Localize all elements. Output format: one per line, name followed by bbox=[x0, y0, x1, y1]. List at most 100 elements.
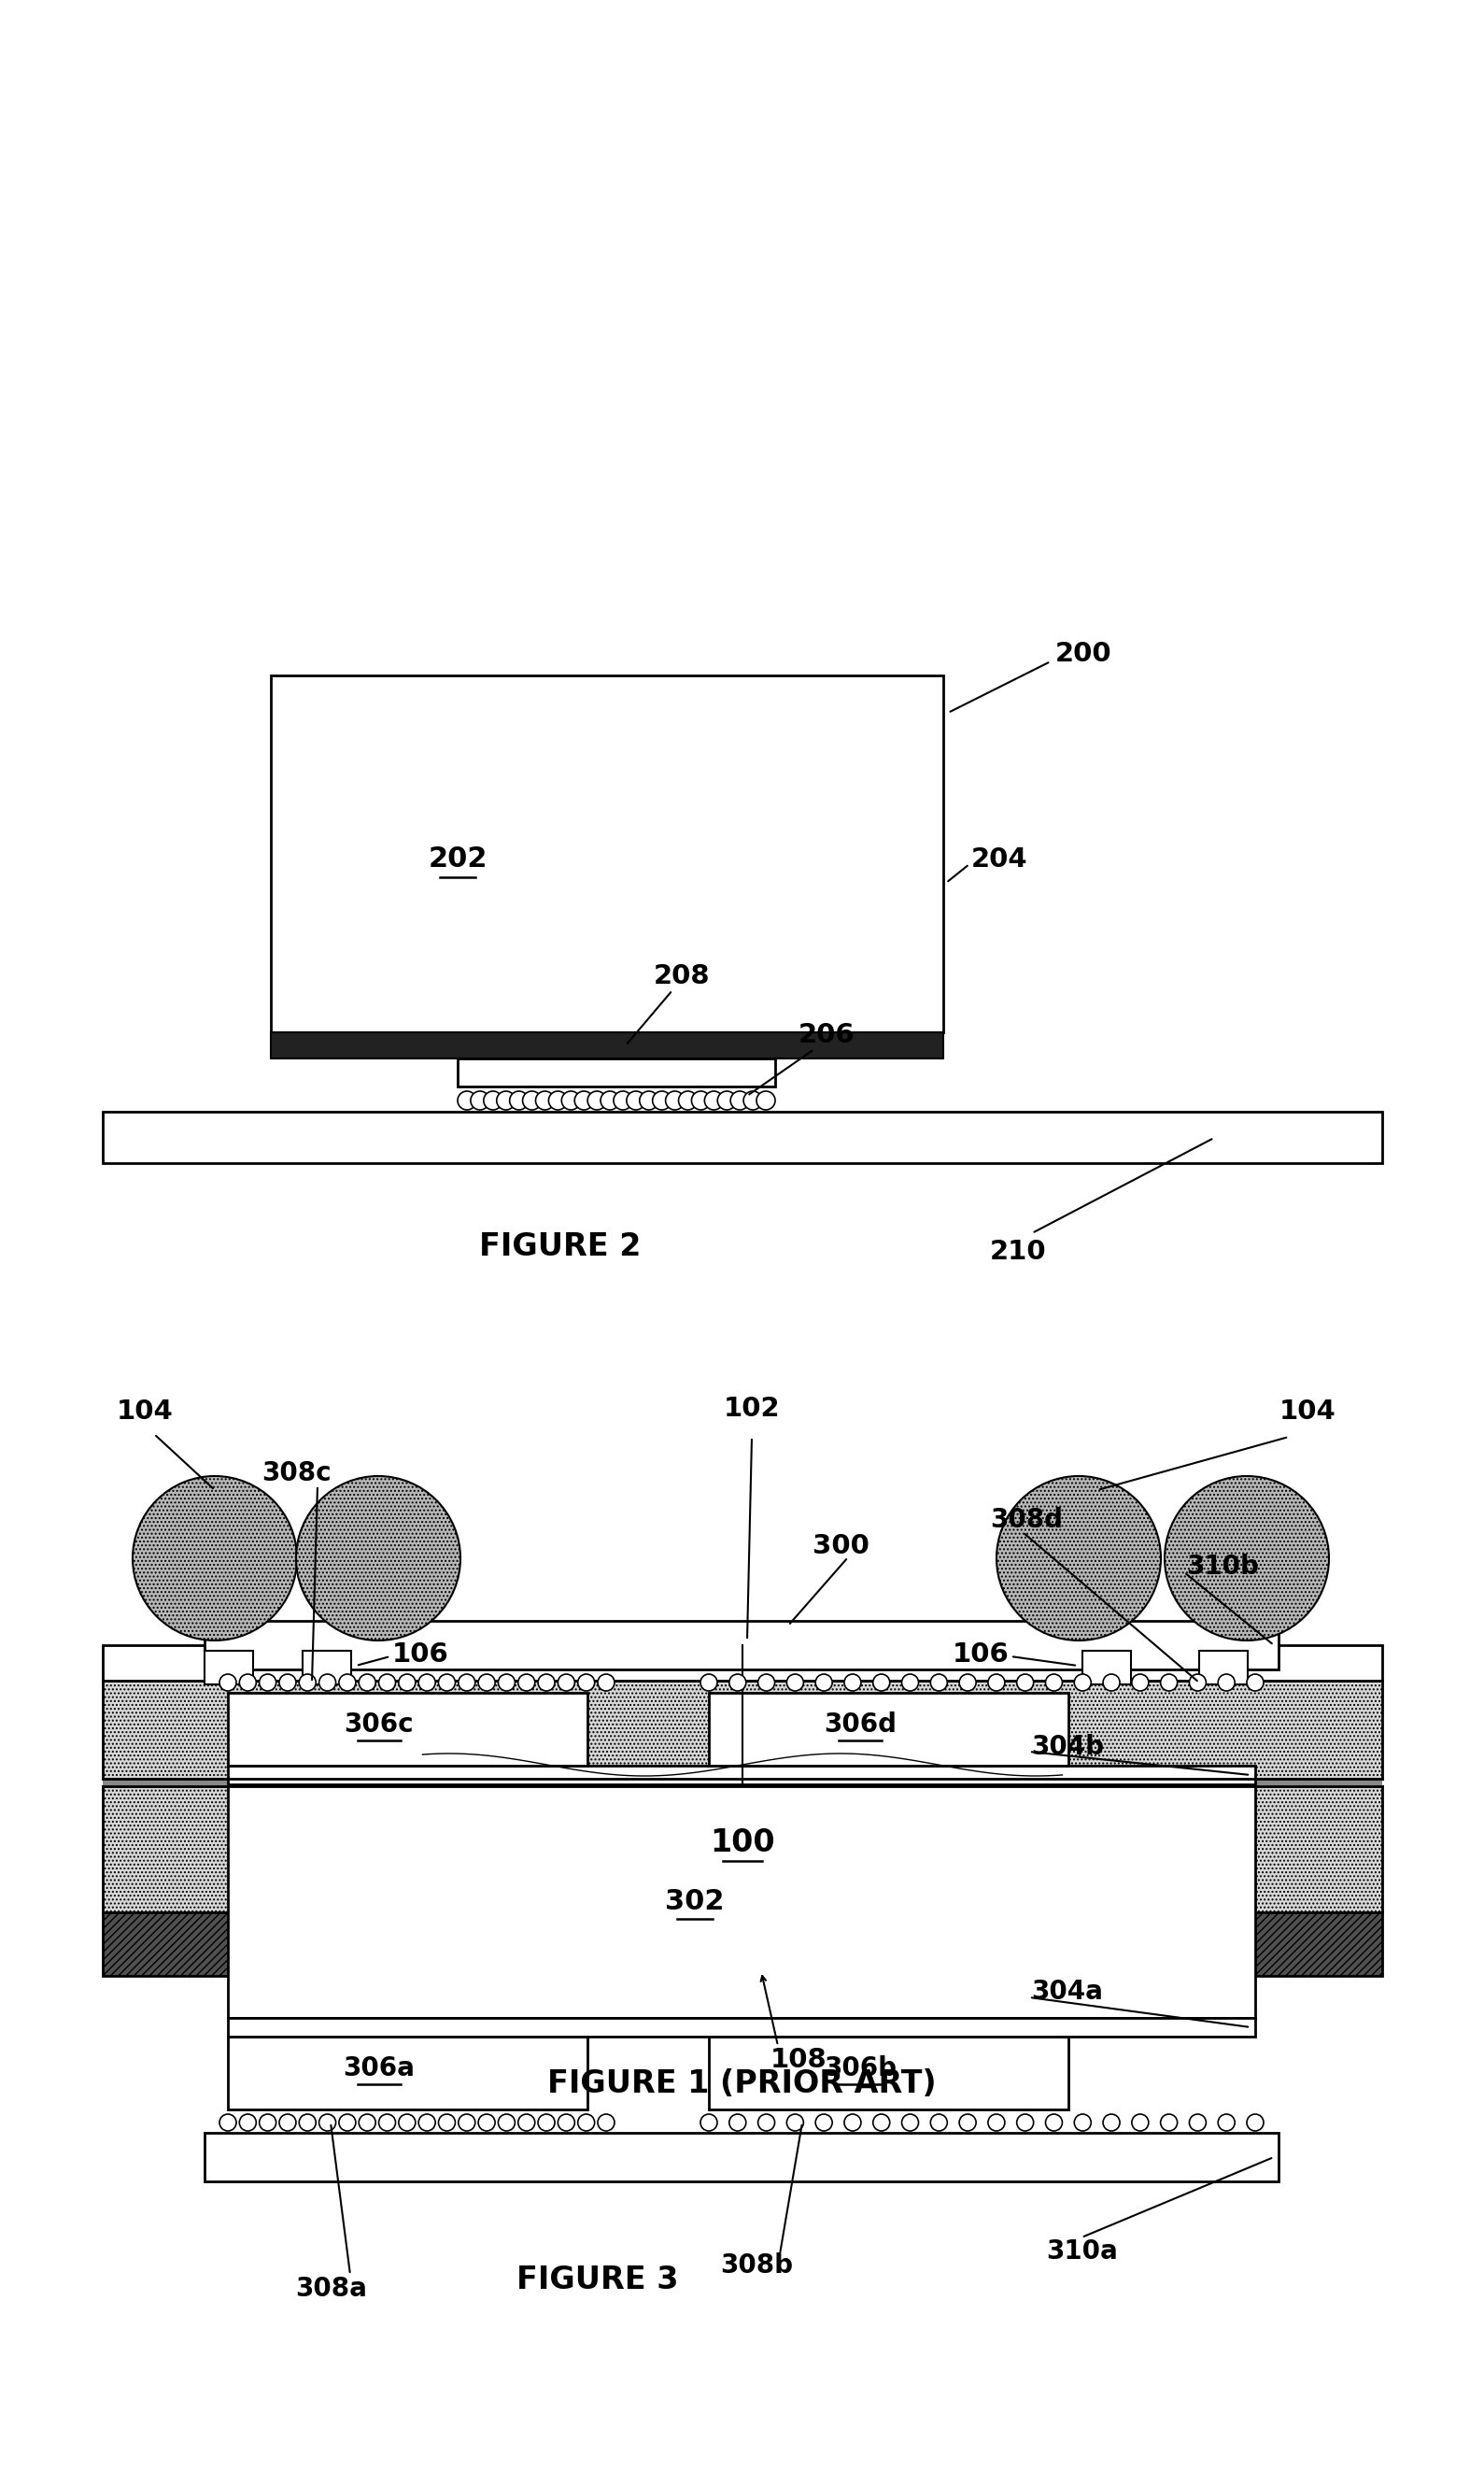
Circle shape bbox=[220, 2115, 236, 2130]
Circle shape bbox=[518, 2115, 534, 2130]
Circle shape bbox=[300, 2115, 316, 2130]
Circle shape bbox=[626, 1092, 646, 1109]
Circle shape bbox=[418, 2115, 435, 2130]
Text: FIGURE 3: FIGURE 3 bbox=[516, 2263, 678, 2296]
Circle shape bbox=[844, 1675, 861, 1690]
Circle shape bbox=[873, 2115, 890, 2130]
Circle shape bbox=[700, 2115, 717, 2130]
Text: 202: 202 bbox=[427, 845, 487, 872]
Circle shape bbox=[1074, 2115, 1091, 2130]
Text: 306b: 306b bbox=[824, 2056, 896, 2081]
Circle shape bbox=[653, 1092, 671, 1109]
Circle shape bbox=[1132, 2115, 1149, 2130]
Circle shape bbox=[518, 1675, 534, 1690]
Circle shape bbox=[338, 1675, 356, 1690]
Circle shape bbox=[598, 1675, 614, 1690]
Text: 208: 208 bbox=[654, 964, 711, 988]
Circle shape bbox=[522, 1092, 542, 1109]
Circle shape bbox=[220, 1675, 236, 1690]
Circle shape bbox=[729, 2115, 746, 2130]
Bar bbox=[229, 1693, 588, 1767]
Circle shape bbox=[497, 1092, 515, 1109]
Text: 306c: 306c bbox=[344, 1712, 414, 1737]
Circle shape bbox=[574, 1092, 594, 1109]
Circle shape bbox=[577, 1675, 595, 1690]
Circle shape bbox=[1218, 1675, 1235, 1690]
Text: 204: 204 bbox=[971, 848, 1028, 872]
Circle shape bbox=[457, 1092, 476, 1109]
Circle shape bbox=[399, 2115, 416, 2130]
Circle shape bbox=[758, 2115, 775, 2130]
Circle shape bbox=[902, 2115, 919, 2130]
Text: FIGURE 1 (PRIOR ART): FIGURE 1 (PRIOR ART) bbox=[548, 2068, 936, 2098]
Circle shape bbox=[1160, 1675, 1177, 1690]
Circle shape bbox=[1046, 1675, 1063, 1690]
Circle shape bbox=[459, 2115, 475, 2130]
Circle shape bbox=[1247, 1675, 1263, 1690]
Circle shape bbox=[640, 1092, 659, 1109]
Circle shape bbox=[378, 1675, 396, 1690]
Circle shape bbox=[1160, 2115, 1177, 2130]
Text: 300: 300 bbox=[813, 1532, 870, 1559]
Bar bbox=[1082, 1651, 1131, 1685]
Circle shape bbox=[665, 1092, 684, 1109]
Bar bbox=[229, 1767, 1255, 1784]
Circle shape bbox=[549, 1092, 567, 1109]
Text: 308a: 308a bbox=[295, 2276, 368, 2303]
Bar bbox=[272, 675, 944, 1033]
Circle shape bbox=[418, 1675, 435, 1690]
Text: 310a: 310a bbox=[1046, 2239, 1117, 2263]
Text: 304a: 304a bbox=[1031, 1979, 1103, 2004]
Circle shape bbox=[1017, 1675, 1033, 1690]
Bar bbox=[205, 1651, 254, 1685]
Circle shape bbox=[1132, 1675, 1149, 1690]
Circle shape bbox=[613, 1092, 632, 1109]
Circle shape bbox=[988, 2115, 1005, 2130]
Circle shape bbox=[700, 1675, 717, 1690]
Circle shape bbox=[601, 1092, 619, 1109]
Circle shape bbox=[1017, 2115, 1033, 2130]
Circle shape bbox=[787, 2115, 803, 2130]
Circle shape bbox=[588, 1092, 607, 1109]
Text: 206: 206 bbox=[798, 1023, 855, 1048]
Text: 200: 200 bbox=[1055, 640, 1112, 667]
Bar bbox=[102, 1680, 1382, 1779]
Text: 306a: 306a bbox=[343, 2056, 416, 2081]
Bar bbox=[272, 1033, 944, 1058]
Circle shape bbox=[536, 1092, 554, 1109]
Circle shape bbox=[279, 2115, 295, 2130]
Bar bbox=[205, 2132, 1279, 2182]
Circle shape bbox=[359, 2115, 375, 2130]
Circle shape bbox=[816, 2115, 833, 2130]
Text: 306d: 306d bbox=[824, 1712, 896, 1737]
Circle shape bbox=[499, 1675, 515, 1690]
Circle shape bbox=[577, 2115, 595, 2130]
Circle shape bbox=[239, 2115, 257, 2130]
Circle shape bbox=[470, 1092, 490, 1109]
Circle shape bbox=[1189, 1675, 1206, 1690]
Circle shape bbox=[730, 1092, 749, 1109]
Circle shape bbox=[959, 1675, 976, 1690]
Circle shape bbox=[561, 1092, 580, 1109]
Text: 104: 104 bbox=[1279, 1399, 1336, 1426]
Circle shape bbox=[729, 1675, 746, 1690]
Circle shape bbox=[1218, 2115, 1235, 2130]
Circle shape bbox=[539, 2115, 555, 2130]
Bar bbox=[102, 1779, 1382, 1787]
Text: 108: 108 bbox=[770, 2046, 827, 2073]
Circle shape bbox=[873, 1675, 890, 1690]
Circle shape bbox=[378, 2115, 396, 2130]
Circle shape bbox=[319, 2115, 335, 2130]
Text: 106: 106 bbox=[953, 1641, 1009, 1668]
Text: 308c: 308c bbox=[261, 1460, 331, 1488]
Bar bbox=[229, 2036, 588, 2110]
Circle shape bbox=[319, 1675, 335, 1690]
Text: 308d: 308d bbox=[990, 1507, 1063, 1532]
Circle shape bbox=[484, 1092, 502, 1109]
Text: 104: 104 bbox=[116, 1399, 174, 1426]
Bar bbox=[709, 2036, 1068, 2110]
Circle shape bbox=[930, 2115, 947, 2130]
Circle shape bbox=[558, 1675, 574, 1690]
Circle shape bbox=[459, 1675, 475, 1690]
Circle shape bbox=[438, 2115, 456, 2130]
